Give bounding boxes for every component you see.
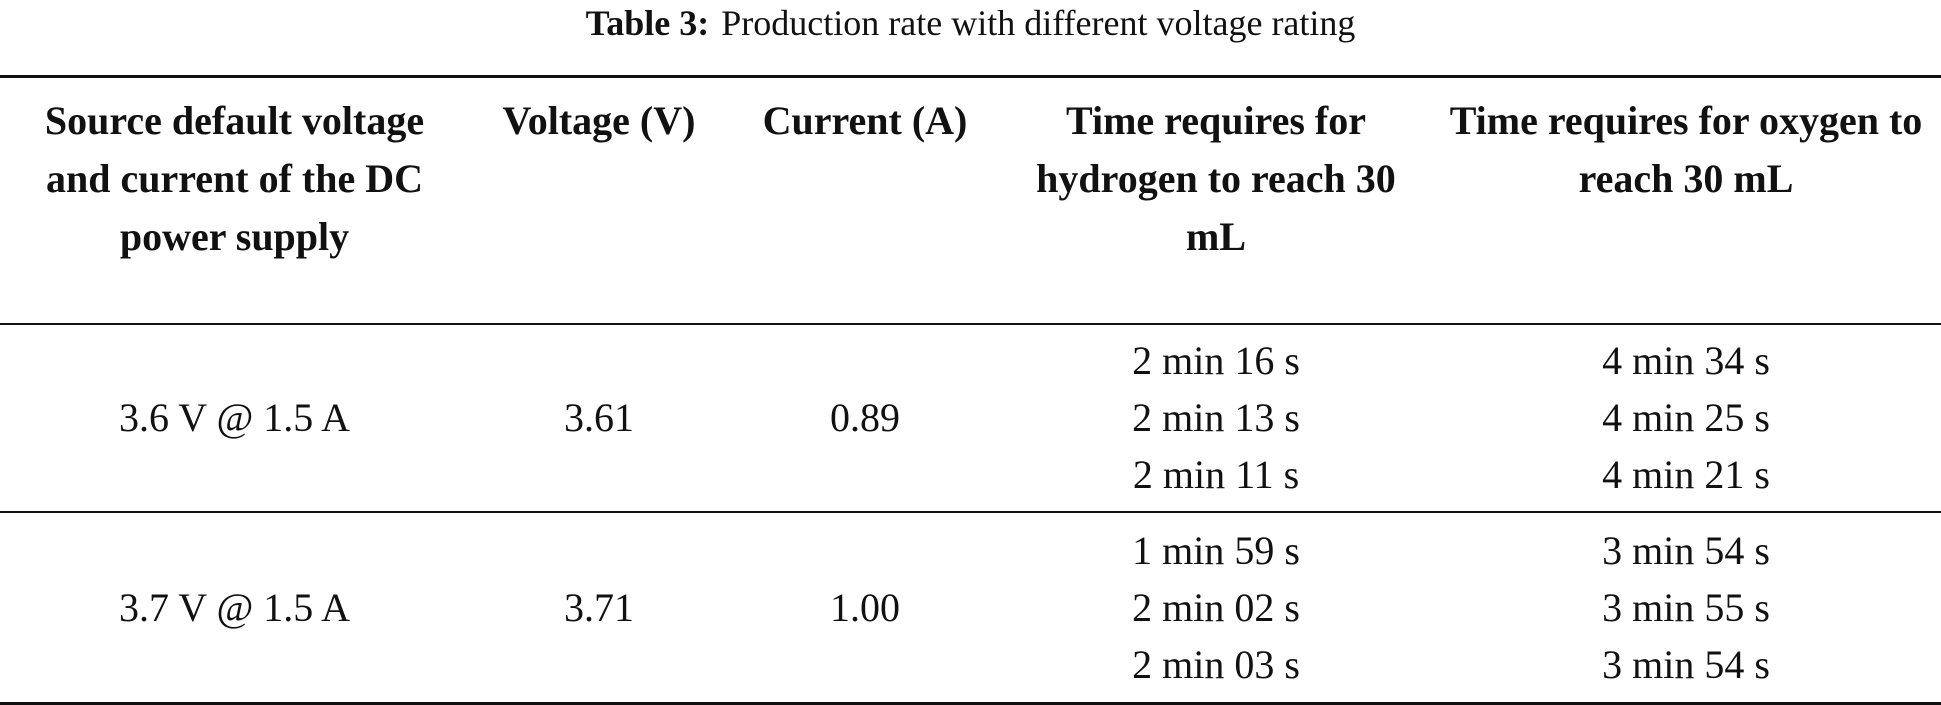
table-header: Source default voltage and current of th…: [0, 76, 1941, 324]
hydrogen-time-trial-3: 2 min 11 s: [1132, 452, 1300, 497]
cell-current: 0.89: [830, 395, 900, 440]
cell-voltage: 3.61: [564, 395, 634, 440]
cell-oxygen-times: 4 min 34 s 4 min 25 s 4 min 21 s: [1431, 324, 1941, 512]
production-rate-table: Source default voltage and current of th…: [0, 75, 1941, 705]
cell-current: 1.00: [830, 584, 900, 630]
cell-source: 3.6 V @ 1.5 A: [119, 395, 350, 440]
oxygen-time-trial-1: 4 min 34 s: [1602, 338, 1770, 383]
hydrogen-time-trial-2: 2 min 13 s: [1132, 395, 1300, 440]
table-row: 3.7 V @ 1.5 A 3.71 1.00 1 min 59 s 2 min…: [0, 512, 1941, 704]
cell-hydrogen-times: 1 min 59 s 2 min 02 s 2 min 03 s: [1001, 512, 1431, 704]
oxygen-time-trial-3: 4 min 21 s: [1602, 452, 1770, 497]
oxygen-time-trial-3: 3 min 54 s: [1602, 641, 1770, 687]
hydrogen-time-trial-2: 2 min 02 s: [1132, 584, 1300, 630]
oxygen-time-trial-2: 4 min 25 s: [1602, 395, 1770, 440]
oxygen-time-trial-2: 3 min 55 s: [1602, 584, 1770, 630]
cell-voltage: 3.71: [564, 584, 634, 630]
table-caption-text: Production rate with different voltage r…: [721, 3, 1356, 43]
header-voltage: Voltage (V): [502, 98, 696, 143]
table-body: 3.6 V @ 1.5 A 3.61 0.89 2 min 16 s 2 min…: [0, 324, 1941, 704]
hydrogen-time-trial-1: 1 min 59 s: [1132, 527, 1300, 573]
cell-hydrogen-times: 2 min 16 s 2 min 13 s 2 min 11 s: [1001, 324, 1431, 512]
header-row: Source default voltage and current of th…: [0, 76, 1941, 324]
cell-oxygen-times: 3 min 54 s 3 min 55 s 3 min 54 s: [1431, 512, 1941, 704]
oxygen-time-trial-1: 3 min 54 s: [1602, 527, 1770, 573]
table-caption: Table 3: Production rate with different v…: [0, 0, 1941, 46]
table-row: 3.6 V @ 1.5 A 3.61 0.89 2 min 16 s 2 min…: [0, 324, 1941, 512]
header-source: Source default voltage and current of th…: [44, 98, 425, 259]
header-hydrogen-time: Time requires for hydrogen to reach 30 m…: [1036, 98, 1396, 259]
header-current: Current (A): [762, 98, 968, 143]
cell-source: 3.7 V @ 1.5 A: [119, 584, 350, 630]
header-oxygen-time: Time requires for oxygen to reach 30 mL: [1449, 98, 1923, 201]
hydrogen-time-trial-3: 2 min 03 s: [1132, 641, 1300, 687]
hydrogen-time-trial-1: 2 min 16 s: [1132, 338, 1300, 383]
table-caption-label: Table 3:: [585, 3, 710, 43]
